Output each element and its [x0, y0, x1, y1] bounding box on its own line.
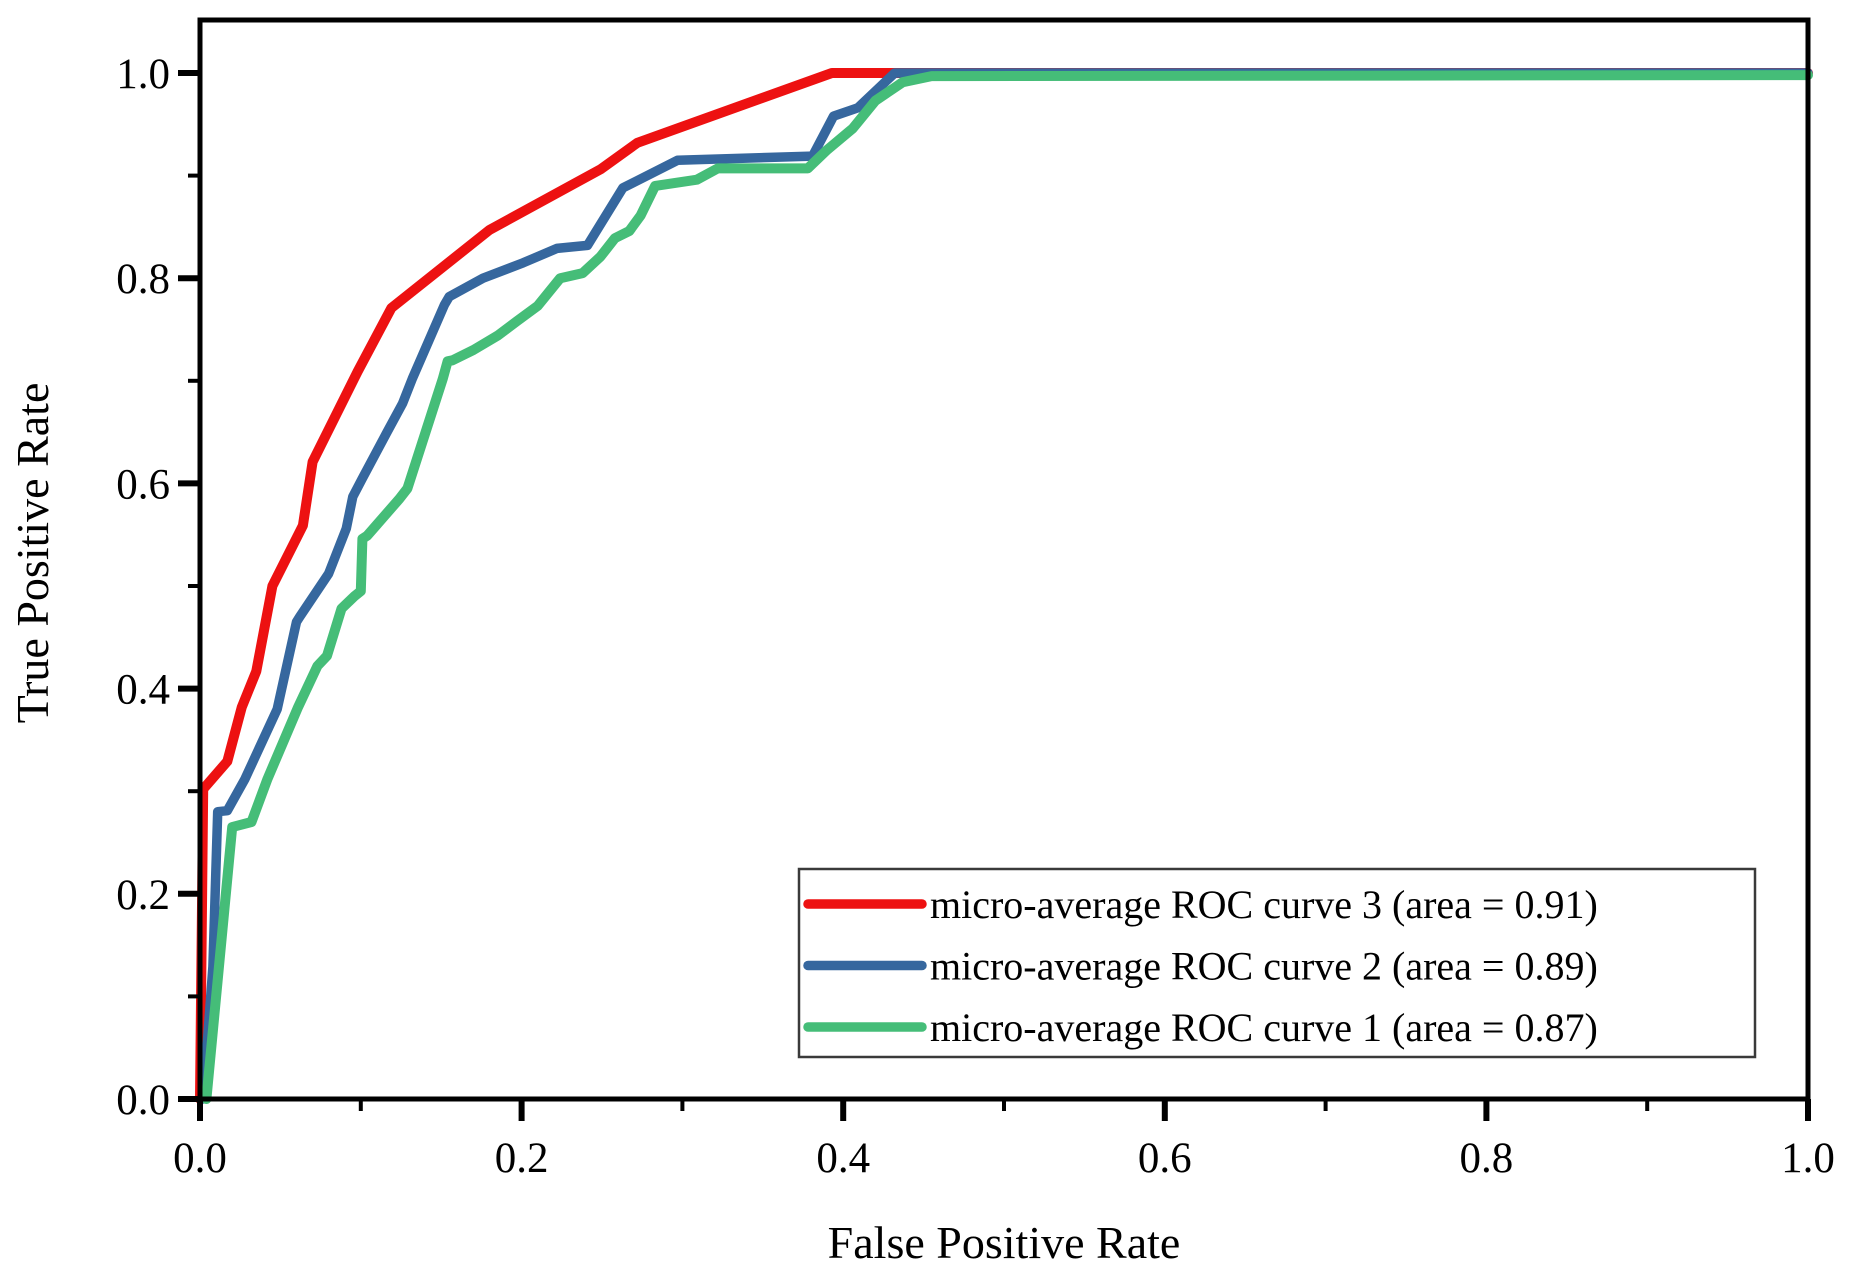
x-tick-label: 1.0 — [1781, 1135, 1835, 1182]
y-tick-label: 0.4 — [116, 667, 170, 714]
roc-curve-2 — [198, 68, 1813, 1104]
x-axis-tick-labels: 0.0 0.2 0.4 0.6 0.8 1.0 — [173, 1135, 1835, 1182]
y-tick-label: 0.8 — [116, 256, 170, 303]
x-tick-label: 0.6 — [1138, 1135, 1192, 1182]
y-axis-title: True Positive Rate — [7, 383, 58, 724]
x-tick-label: 0.4 — [816, 1135, 870, 1182]
y-tick-label: 0.0 — [116, 1077, 170, 1124]
legend-box — [797, 867, 1757, 1059]
y-axis-ticks — [178, 70, 200, 1102]
x-tick-label: 0.8 — [1460, 1135, 1514, 1182]
y-tick-label: 1.0 — [116, 51, 170, 98]
legend-entry-label: micro-average ROC curve 1 (area = 0.87) — [930, 1005, 1598, 1050]
roc-curves — [195, 68, 1813, 1104]
legend-entry-label: micro-average ROC curve 2 (area = 0.89) — [930, 944, 1598, 989]
legend: micro-average ROC curve 3 (area = 0.91) m… — [797, 867, 1757, 1059]
y-tick-label: 0.6 — [116, 461, 170, 508]
roc-curve-1 — [201, 70, 1813, 1104]
x-axis-title: False Positive Rate — [828, 1217, 1181, 1268]
y-axis-tick-labels: 0.0 0.2 0.4 0.6 0.8 1.0 — [116, 51, 170, 1124]
x-tick-label: 0.2 — [495, 1135, 549, 1182]
roc-curve-3 — [195, 68, 1813, 1104]
legend-entry-label: micro-average ROC curve 3 (area = 0.91) — [930, 882, 1598, 927]
x-tick-label: 0.0 — [173, 1135, 227, 1182]
y-tick-label: 0.2 — [116, 872, 170, 919]
x-axis-ticks — [197, 1099, 1811, 1121]
